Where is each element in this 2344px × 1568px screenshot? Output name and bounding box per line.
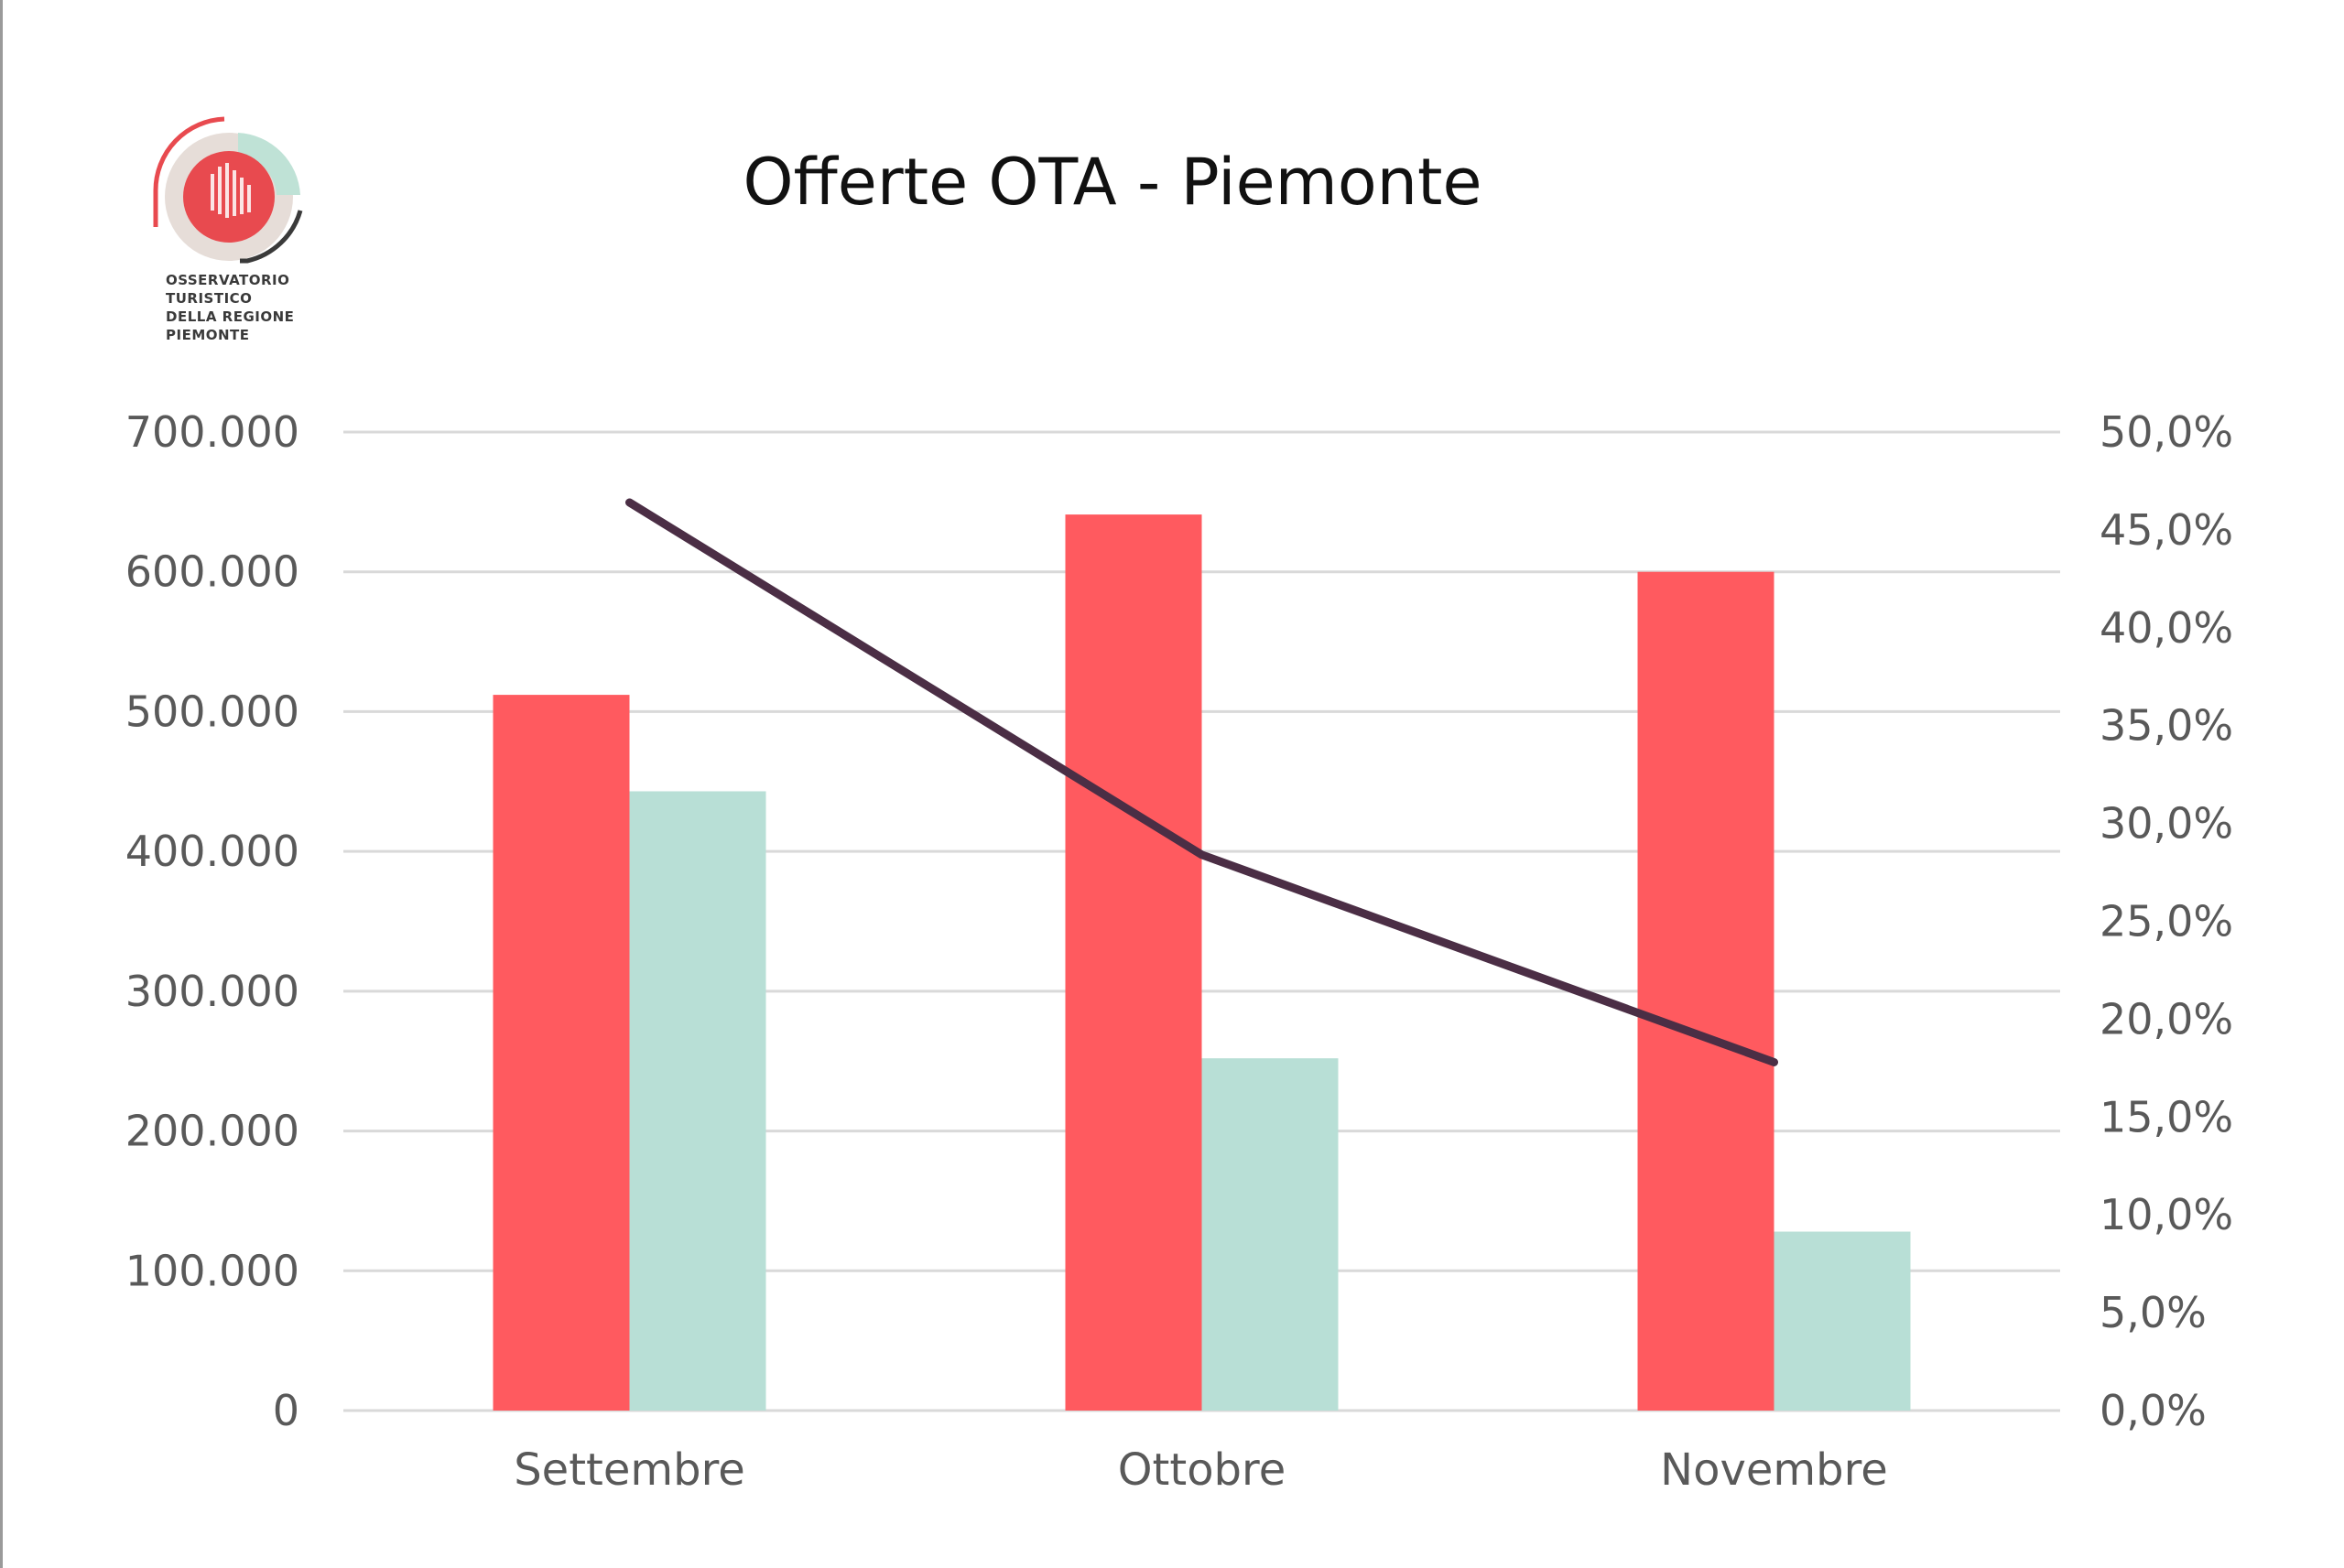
logo-emblem-icon <box>153 116 303 264</box>
x-category-label: Ottobre <box>1118 1444 1286 1496</box>
bar <box>1065 514 1202 1411</box>
y2-tick-label: 25,0% <box>2100 897 2233 946</box>
page-edge <box>0 0 3 1568</box>
y2-tick-label: 15,0% <box>2100 1092 2233 1141</box>
bar <box>493 695 630 1411</box>
y-tick-label: 100.000 <box>125 1246 299 1295</box>
x-category-label: Novembre <box>1660 1444 1888 1496</box>
y2-tick-label: 50,0% <box>2100 407 2233 457</box>
bar <box>1201 1058 1339 1411</box>
y-tick-label: 0 <box>273 1386 299 1435</box>
chart-title: Offerte OTA - Piemonte <box>743 145 1482 220</box>
logo-line: DELLA REGIONE <box>166 308 295 325</box>
y2-tick-label: 35,0% <box>2100 701 2233 751</box>
line-series <box>625 498 1778 1066</box>
y-tick-label: 300.000 <box>125 967 299 1016</box>
y2-tick-label: 10,0% <box>2100 1190 2233 1239</box>
y-tick-label: 400.000 <box>125 827 299 876</box>
bar <box>629 791 766 1411</box>
y-tick-label: 200.000 <box>125 1107 299 1156</box>
y2-tick-label: 20,0% <box>2100 994 2233 1044</box>
y2-tick-label: 40,0% <box>2100 603 2233 653</box>
y2-tick-label: 30,0% <box>2100 799 2233 849</box>
logo-line: PIEMONTE <box>166 327 250 343</box>
y2-tick-label: 5,0% <box>2100 1288 2207 1337</box>
y2-tick-label: 45,0% <box>2100 505 2233 555</box>
y-tick-label: 500.000 <box>125 687 299 736</box>
bar <box>1637 571 1774 1411</box>
y2-tick-label: 0,0% <box>2100 1386 2207 1435</box>
logo-line: OSSERVATORIO <box>166 272 290 288</box>
logo-text: OSSERVATORIO TURISTICO DELLA REGIONE PIE… <box>166 271 349 344</box>
y-tick-label: 600.000 <box>125 547 299 597</box>
y-tick-label: 700.000 <box>125 407 299 457</box>
bar <box>1774 1231 1911 1411</box>
logo-line: TURISTICO <box>166 290 253 307</box>
logo <box>146 110 330 348</box>
x-category-label: Settembre <box>514 1444 745 1496</box>
